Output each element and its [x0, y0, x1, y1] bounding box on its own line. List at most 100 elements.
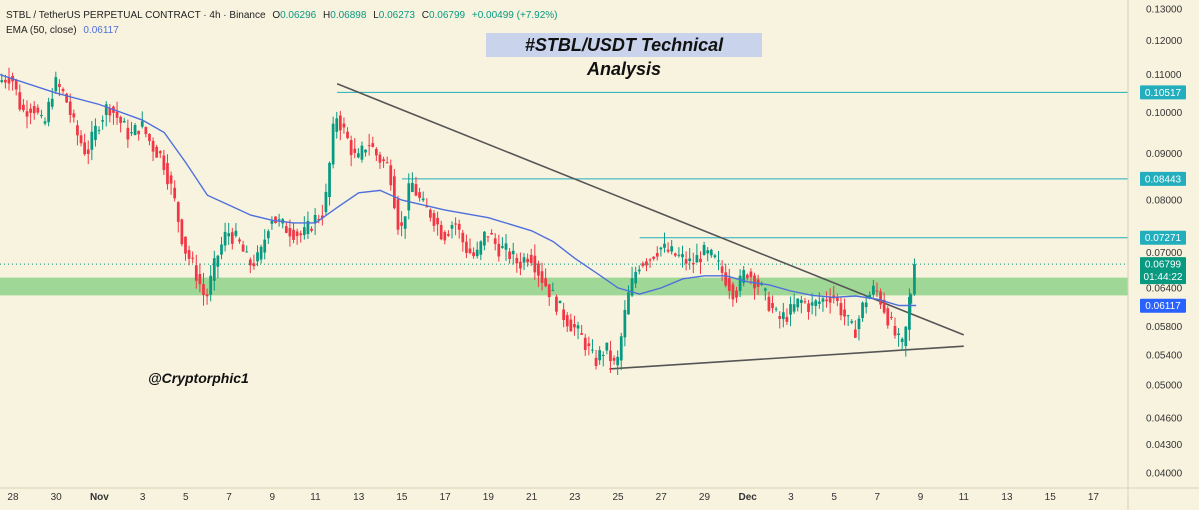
candle-body	[414, 184, 418, 196]
candle-body	[144, 127, 148, 135]
candle-body	[742, 270, 746, 283]
candle-body	[169, 175, 173, 184]
candle-body	[533, 255, 537, 273]
candle-body	[846, 315, 850, 317]
candle-body	[695, 255, 699, 263]
candle-body	[180, 219, 184, 245]
candle-body	[681, 254, 684, 258]
x-tick-label: 7	[875, 492, 881, 503]
candle-body	[248, 259, 252, 266]
candle-body	[130, 132, 133, 134]
candle-body	[913, 264, 916, 295]
x-tick-label: 3	[140, 492, 146, 503]
ema-line	[0, 74, 917, 307]
x-tick-label: 11	[959, 492, 970, 503]
candle-body	[202, 284, 205, 296]
candle-body	[731, 284, 735, 300]
open-label: O	[272, 10, 281, 21]
candle-body	[47, 101, 50, 123]
candle-body	[594, 357, 598, 367]
candle-body	[688, 258, 692, 262]
candle-body	[861, 302, 864, 319]
candle-body	[407, 183, 411, 211]
candle-body	[68, 101, 72, 116]
y-tick-label: 0.05000	[1146, 381, 1183, 392]
candle-body	[580, 333, 584, 335]
candle-body	[97, 130, 101, 132]
candle-body	[148, 133, 151, 142]
open-value: 0.06296	[280, 10, 317, 21]
candle-body	[126, 127, 130, 140]
candle-body	[25, 111, 29, 117]
candle-body	[58, 83, 61, 88]
candle-body	[645, 261, 648, 266]
y-tick-label: 0.04300	[1146, 440, 1183, 451]
candle-body	[839, 303, 843, 316]
candle-body	[270, 220, 274, 224]
candle-body	[227, 233, 231, 237]
y-tick-label: 0.13000	[1146, 4, 1183, 15]
candle-body	[562, 309, 566, 320]
x-tick-label: Nov	[90, 492, 109, 503]
candle-body	[591, 349, 594, 351]
author-watermark: @Cryptorphic1	[148, 370, 249, 386]
candle-body	[155, 146, 159, 158]
candle-body	[320, 215, 324, 219]
candle-body	[670, 246, 674, 252]
candle-body	[738, 275, 742, 291]
candle-body	[868, 294, 872, 299]
candle-body	[598, 350, 602, 361]
candle-body	[652, 256, 656, 259]
candle-body	[544, 278, 548, 287]
price-change: +0.00499 (+7.92%)	[471, 10, 558, 21]
candle-body	[209, 275, 213, 295]
candle-body	[483, 231, 486, 246]
candle-body	[479, 241, 483, 255]
last-price-tag-countdown: 01:44:22	[1144, 272, 1183, 283]
candle-body	[216, 255, 220, 267]
x-tick-label: 7	[226, 492, 232, 503]
ema-tag-bg	[1140, 298, 1186, 313]
candle-body	[781, 312, 785, 320]
candle-body	[40, 115, 43, 117]
candle-body	[263, 239, 267, 253]
ema-label: EMA (50, close)	[6, 25, 77, 36]
candle-body	[501, 246, 504, 248]
x-tick-label: 28	[7, 492, 19, 503]
candle-body	[468, 248, 472, 254]
candle-body	[648, 259, 652, 261]
candle-body	[713, 255, 717, 258]
candle-body	[706, 250, 710, 254]
candle-body	[900, 338, 904, 343]
candle-body	[457, 223, 461, 230]
candle-body	[198, 273, 202, 285]
candle-body	[205, 294, 209, 297]
candle-body	[619, 336, 623, 361]
candle-body	[529, 254, 533, 264]
candle-body	[277, 219, 281, 221]
candle-body	[526, 258, 529, 263]
candle-body	[753, 275, 756, 289]
ema-tag-label: 0.06117	[1145, 301, 1181, 312]
candle-body	[295, 231, 299, 237]
candle-body	[83, 142, 87, 155]
candle-body	[324, 191, 328, 213]
candle-body	[796, 298, 800, 308]
candle-body	[317, 218, 321, 220]
candle-body	[447, 234, 450, 236]
candle-body	[439, 224, 443, 240]
candle-body	[108, 108, 112, 116]
symbol-title: STBL / TetherUS PERPETUAL CONTRACT · 4h …	[6, 10, 266, 21]
candle-body	[515, 257, 519, 264]
candle-body	[158, 151, 162, 154]
candle-body	[187, 250, 191, 259]
candle-body	[551, 290, 555, 292]
candle-body	[519, 261, 522, 269]
ema-legend[interactable]: EMA (50, close) 0.06117	[6, 25, 119, 36]
candle-body	[735, 290, 738, 298]
candle-body	[511, 250, 515, 255]
level-tag-bg	[1140, 85, 1186, 100]
candle-body	[374, 148, 378, 156]
x-tick-label: 13	[1001, 492, 1013, 503]
